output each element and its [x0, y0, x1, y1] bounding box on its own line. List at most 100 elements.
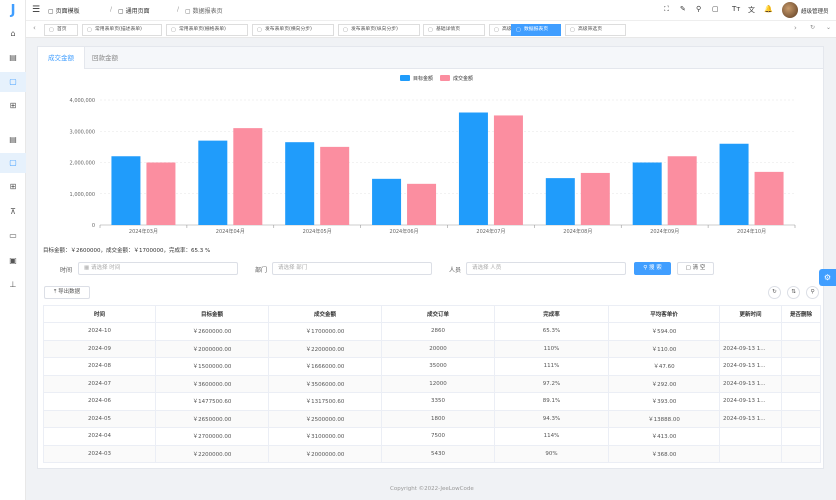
- subtab-deal-amount[interactable]: 成交金额: [38, 47, 85, 69]
- page-icon: ▢: [428, 27, 433, 33]
- bar-deal: [233, 128, 263, 225]
- person-select[interactable]: 请选择 人员: [466, 262, 626, 275]
- table-row[interactable]: 2024-03 ￥2200000.00 ￥2000000.00 5430 90% ￥368…: [43, 444, 821, 463]
- document-icon[interactable]: ▢: [0, 72, 26, 92]
- subtab-refund-amount[interactable]: 回款金额: [92, 54, 118, 62]
- data-table: 时间 目标金额 成交金额 成交订单 完成率 平均客单价 更新时间 是否删除 2024-10 ￥2…: [43, 305, 821, 463]
- table-cell: ￥1500000.00: [155, 357, 269, 376]
- tab-label: 发布表单页(纵向分步): [351, 27, 398, 32]
- table-cell: ￥2500000.00: [268, 409, 382, 428]
- card-icon[interactable]: ▭: [9, 231, 17, 240]
- column-header[interactable]: 时间: [43, 305, 156, 323]
- column-settings-icon[interactable]: ⇅: [787, 286, 800, 299]
- table-cell: 2024-05: [43, 409, 156, 428]
- table-row[interactable]: 2024-10 ￥2600000.00 ￥1700000.00 2860 65.3% ￥5…: [43, 322, 821, 341]
- bar-deal: [407, 183, 437, 225]
- column-header[interactable]: 更新时间: [719, 305, 782, 323]
- menu-toggle-icon[interactable]: ☰: [32, 5, 41, 15]
- tab-7[interactable]: ▢ 数据报表页: [511, 24, 561, 36]
- lock-icon[interactable]: ▢: [712, 5, 719, 13]
- home-icon[interactable]: ⌂: [10, 29, 16, 38]
- tab-0[interactable]: ▢ 首页: [44, 24, 78, 36]
- column-header[interactable]: 目标金额: [155, 305, 269, 323]
- search-icon[interactable]: ⚲: [696, 5, 702, 13]
- page-icon: ▢: [257, 27, 262, 33]
- fullscreen-icon[interactable]: ⛶: [664, 5, 669, 13]
- page-icon: ▢: [494, 27, 499, 33]
- calendar-icon: ▦: [84, 265, 91, 271]
- search-icon: ⚲: [643, 265, 650, 271]
- column-header[interactable]: 完成率: [494, 305, 609, 323]
- bell-icon[interactable]: 🔔: [764, 5, 773, 13]
- logo[interactable]: J: [10, 3, 16, 18]
- bar-target: [545, 178, 575, 225]
- column-header[interactable]: 是否删除: [781, 305, 821, 323]
- table-cell: ￥110.00: [608, 339, 720, 358]
- column-header[interactable]: 成交订单: [381, 305, 495, 323]
- tab-5[interactable]: ▢ 基础详情页: [423, 24, 485, 36]
- brush-icon[interactable]: ✎: [680, 5, 686, 13]
- footer: Copyright ©2022-JeeLowCode: [390, 486, 474, 492]
- tab-1[interactable]: ▢ 常用表单页(描述表单): [82, 24, 162, 36]
- legend-label: 目标金额: [413, 75, 433, 82]
- page-icon: ▢: [171, 27, 176, 33]
- table-row[interactable]: 2024-06 ￥1477500.60 ￥1317500.60 3350 89.1% ￥3…: [43, 392, 821, 411]
- tabs-menu-icon[interactable]: ⌄: [826, 24, 832, 31]
- breadcrumb-item-common[interactable]: ▢ 通用页面: [118, 8, 150, 15]
- x-tick-label: 2024年03月: [129, 228, 158, 235]
- dept-select[interactable]: 请选择 部门: [272, 262, 432, 275]
- table-row[interactable]: 2024-07 ￥3600000.00 ￥3506000.00 12000 97.2% ￥…: [43, 374, 821, 393]
- chart-icon[interactable]: ▤: [9, 135, 17, 144]
- tabs-right-arrow-icon[interactable]: ›: [794, 24, 797, 32]
- table-cell: ￥2000000.00: [155, 339, 269, 358]
- page-icon: ▢: [343, 27, 348, 33]
- table-cell: 20000: [381, 339, 495, 358]
- y-tick-label: 3,000,000: [70, 129, 95, 135]
- tabs-left-arrow-icon[interactable]: ‹: [33, 24, 36, 32]
- bar-target: [285, 142, 315, 225]
- table-row[interactable]: 2024-05 ￥2650000.00 ￥2500000.00 1800 94.3% ￥1…: [43, 409, 821, 428]
- user-name[interactable]: 超级管理员: [801, 9, 829, 15]
- reset-button[interactable]: ▢ 清 空: [677, 262, 714, 275]
- tab-3[interactable]: ▢ 发布表单页(横向分步): [252, 24, 334, 36]
- tab-4[interactable]: ▢ 发布表单页(纵向分步): [338, 24, 420, 36]
- refresh-icon[interactable]: ↻: [810, 24, 816, 31]
- table-cell: 2024-06: [43, 392, 156, 411]
- avatar[interactable]: [782, 2, 798, 18]
- export-button[interactable]: ⤒ 导出数据: [44, 286, 90, 299]
- table-cell: ￥292.00: [608, 374, 720, 393]
- table-cell: 2024-04: [43, 427, 156, 446]
- org-icon[interactable]: ⊼: [10, 207, 16, 216]
- apps-icon[interactable]: ⊞: [9, 182, 17, 191]
- column-header[interactable]: 平均客单价: [608, 305, 720, 323]
- search-toggle-icon[interactable]: ⚲: [806, 286, 819, 299]
- table-cell: 2024-09-13 1...: [719, 409, 782, 428]
- form-icon[interactable]: ▣: [9, 256, 17, 265]
- person-label: 人员: [449, 267, 462, 274]
- settings-gear-icon[interactable]: ⚙: [819, 269, 836, 286]
- tab-label: 高级筛选页: [578, 27, 602, 32]
- search-button[interactable]: ⚲ 搜 索: [634, 262, 671, 275]
- tab-8[interactable]: ▢ 高级筛选页: [565, 24, 626, 36]
- x-tick-label: 2024年09月: [650, 228, 679, 235]
- page-icon[interactable]: ▢: [0, 153, 26, 173]
- tab-2[interactable]: ▢ 常用表单页(栅格表单): [166, 24, 248, 36]
- table-row[interactable]: 2024-04 ￥2700000.00 ￥3100000.00 7500 114% ￥41…: [43, 427, 821, 446]
- table-row[interactable]: 2024-08 ￥1500000.00 ￥1666000.00 35000 111% ￥4…: [43, 357, 821, 376]
- font-size-icon[interactable]: Tт: [732, 5, 741, 13]
- time-picker[interactable]: ▦ 请选择 时间: [78, 262, 238, 275]
- table-row[interactable]: 2024-09 ￥2000000.00 ￥2200000.00 20000 110% ￥1…: [43, 339, 821, 358]
- sidebar: J ⌂ ▤ ▢ ⊞ ▤ ▢ ⊞ ⊼ ▭ ▣ ⊥: [0, 0, 26, 500]
- tree-icon[interactable]: ⊥: [9, 280, 17, 289]
- breadcrumb-item-template[interactable]: ▢ 页面模板: [48, 8, 80, 15]
- time-label: 时间: [60, 267, 73, 274]
- bar-deal: [667, 156, 697, 225]
- column-header[interactable]: 成交金额: [268, 305, 382, 323]
- dashboard-icon[interactable]: ▤: [9, 53, 17, 62]
- grid-icon[interactable]: ⊞: [9, 101, 17, 110]
- upload-icon: ⤒: [53, 289, 59, 295]
- subtabs: 成交金额 回款金额: [38, 47, 823, 69]
- x-tick-label: 2024年08月: [563, 228, 592, 235]
- refresh-table-icon[interactable]: ↻: [768, 286, 781, 299]
- translate-icon[interactable]: 文: [748, 6, 755, 14]
